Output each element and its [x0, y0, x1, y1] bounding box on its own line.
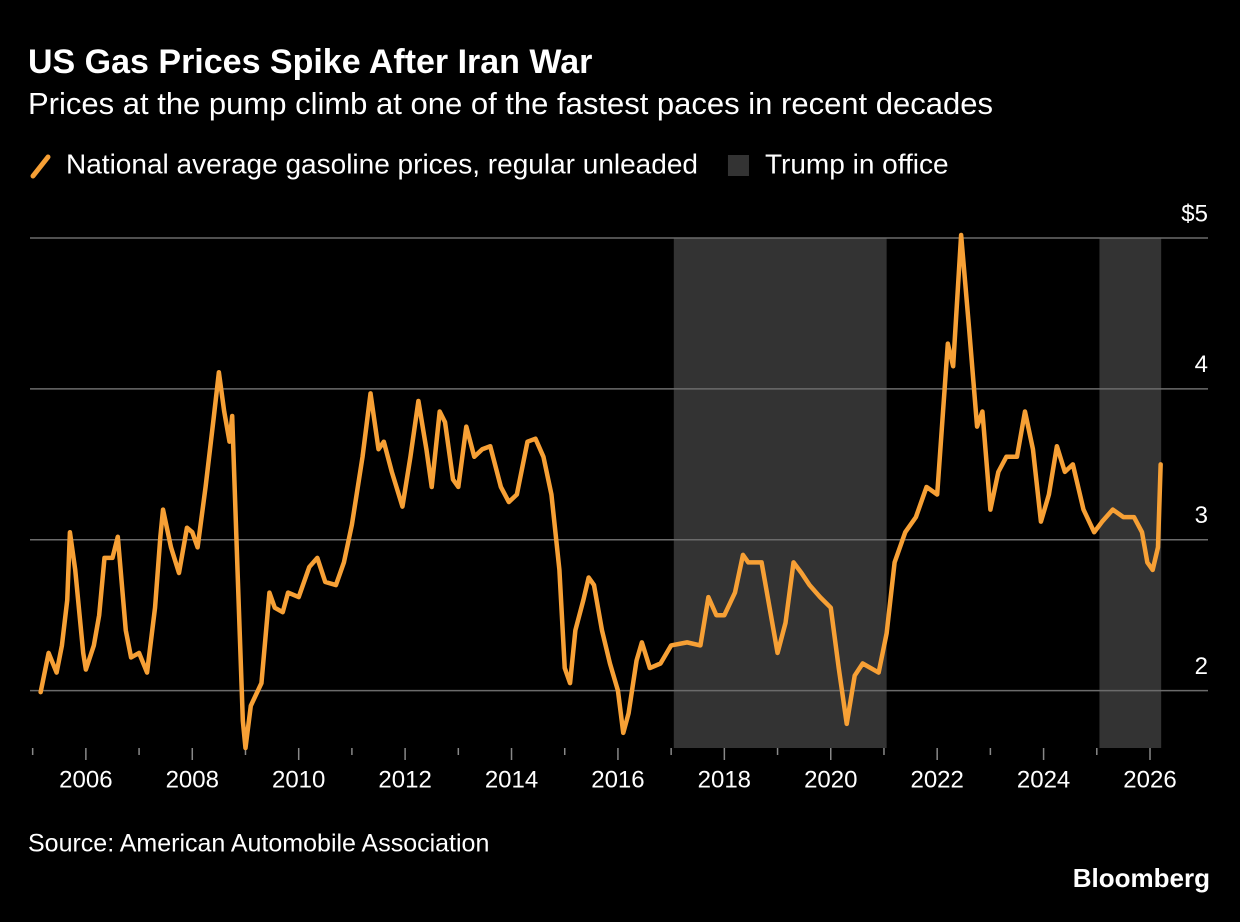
x-tick-label: 2016 [591, 766, 644, 793]
shaded-span [673, 238, 887, 748]
legend-label: National average gasoline prices, regula… [66, 148, 698, 179]
x-tick-label: 2008 [166, 766, 219, 793]
legend: National average gasoline prices, regula… [30, 148, 949, 179]
x-tick-label: 2010 [272, 766, 325, 793]
chart-title: US Gas Prices Spike After Iran War [28, 43, 592, 81]
x-tick-label: 2012 [378, 766, 431, 793]
x-tick-label: 2026 [1123, 766, 1176, 793]
y-tick-label: $5 [1181, 200, 1208, 227]
y-tick-label: 2 [1195, 653, 1208, 680]
x-tick-label: 2024 [1017, 766, 1070, 793]
legend-shade-swatch [727, 155, 749, 176]
x-tick-label: 2014 [485, 766, 538, 793]
x-tick-label: 2006 [59, 766, 112, 793]
x-tick-label: 2018 [698, 766, 751, 793]
price-line [38, 232, 1163, 751]
y-tick-label: 4 [1195, 351, 1208, 378]
x-tick-label: 2022 [910, 766, 963, 793]
chart-subtitle: Prices at the pump climb at one of the f… [28, 86, 993, 121]
x-tick-label: 2020 [804, 766, 857, 793]
y-tick-label: 3 [1195, 502, 1208, 529]
source: Source: American Automobile Association [28, 830, 489, 858]
shaded-span [1099, 238, 1162, 748]
legend-line-icon [30, 154, 51, 179]
brand: Bloomberg [1073, 863, 1210, 893]
legend-label: Trump in office [765, 148, 949, 179]
